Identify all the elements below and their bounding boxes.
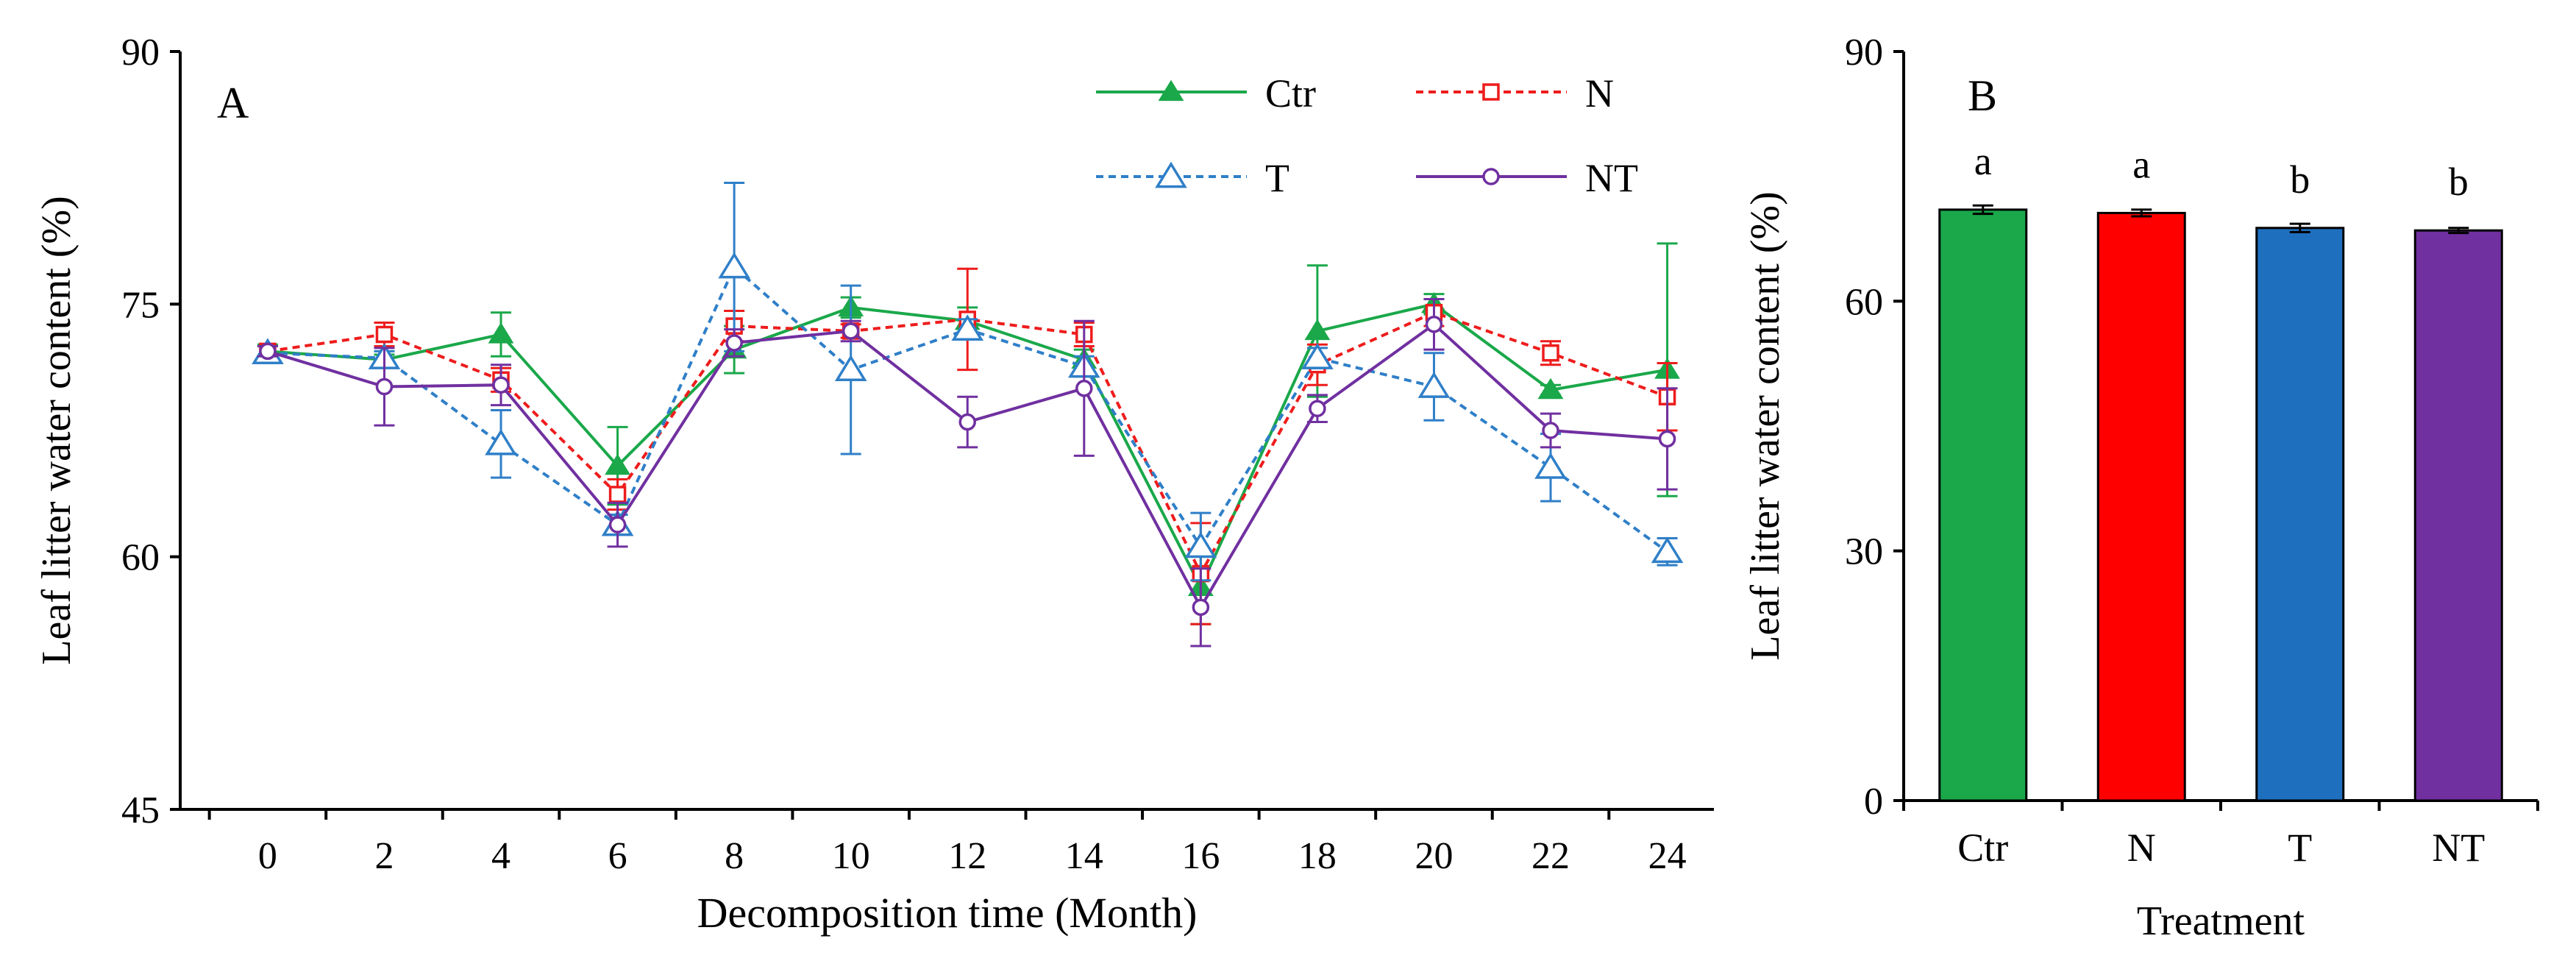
a-point-marker [1417,372,1451,398]
b-bar-n [2096,211,2186,802]
b-y-tick-label: 60 [1845,281,1883,323]
a-series-t [252,182,1684,582]
a-x-tick-label: 10 [832,835,870,877]
a-point-marker [605,453,631,475]
a-point-marker [375,325,394,344]
b-significance-letter: a [1974,139,1992,183]
a-legend-label-t: T [1265,156,1289,200]
b-y-tick-label: 0 [1864,781,1883,823]
a-point-marker [492,376,510,394]
a-x-tick-label: 22 [1531,835,1570,877]
b-bar-t [2255,227,2345,802]
b-significance-letter: b [2290,157,2310,202]
a-point-marker [1542,422,1559,439]
a-point-marker [1301,343,1334,369]
a-y-axis-title: Leaf litter water content (%) [34,196,79,664]
a-point-marker [958,413,976,431]
a-point-marker [1542,344,1559,362]
a-x-tick-label: 12 [948,835,986,877]
a-point-marker [718,252,750,279]
a-x-tick-label: 2 [374,835,394,877]
a-point-marker [842,322,860,340]
a-point-marker [1425,316,1443,333]
panel-b-bar-chart: 0 30 60 90 a Ctr a Nb Tb NT Treatment Leaf litter w… [1743,32,2539,944]
b-y-tick-label: 30 [1845,531,1883,573]
b-x-tick-label: Ctr [1957,826,2008,870]
a-point-marker [725,334,743,352]
a-x-tick-label: 6 [608,835,627,877]
a-point-marker [834,355,867,381]
a-point-marker [1482,83,1500,101]
a-legend-label-n: N [1585,71,1614,116]
a-point-marker [1158,79,1184,102]
a-point-marker [1537,377,1564,400]
a-point-marker [608,516,627,533]
b-bar-nt [2413,229,2503,802]
a-point-marker [608,486,627,503]
a-legend: Ctr NT NT [1096,71,1638,200]
a-y-tick-label: 75 [121,284,160,326]
b-y-tick-label: 90 [1845,32,1883,74]
a-x-tick-label: 8 [725,835,744,877]
a-x-tick-label: 4 [491,835,510,877]
a-point-marker [1304,319,1331,341]
b-x-tick-label: N [2127,826,2156,870]
a-x-tick-label: 18 [1298,835,1337,877]
a-point-marker [1075,380,1093,397]
a-point-marker [1482,168,1500,185]
a-x-axis-title: Decomposition time (Month) [697,889,1198,937]
a-point-marker [1658,430,1676,448]
b-y-axis-title: Leaf litter water content (%) [1743,191,1788,660]
b-x-tick-label: NT [2432,826,2485,870]
a-y-tick-label: 45 [121,790,160,831]
a-point-marker [951,314,984,341]
a-x-tick-label: 24 [1648,835,1687,877]
a-x-tick-label: 14 [1065,835,1103,877]
a-x-tick-label: 20 [1415,835,1453,877]
b-significance-letter: a [2132,142,2150,186]
a-x-tick-label: 0 [258,835,277,877]
b-significance-letter: b [2449,160,2469,204]
a-point-marker [485,428,517,455]
a-point-marker [259,342,277,361]
a-x-tick-label: 16 [1181,835,1220,877]
a-point-marker [375,377,394,396]
a-panel-label: A [217,79,249,127]
a-legend-label-ctr: Ctr [1265,71,1316,116]
b-panel-label: B [1968,71,1997,120]
a-point-marker [488,322,514,344]
a-point-marker [1184,531,1217,558]
b-x-tick-label: T [2288,826,2312,870]
b-x-axis-title: Treatment [2137,898,2305,944]
a-point-marker [1309,400,1326,417]
a-point-marker [1651,536,1684,564]
a-legend-label-nt: NT [1585,156,1638,200]
a-y-tick-label: 90 [121,32,160,74]
b-bar-ctr [1938,208,2028,802]
a-point-marker [1192,598,1210,617]
a-series-nt [257,297,1678,648]
a-point-marker [1155,161,1187,188]
a-y-tick-label: 60 [121,537,160,579]
a-point-marker [1534,452,1567,479]
